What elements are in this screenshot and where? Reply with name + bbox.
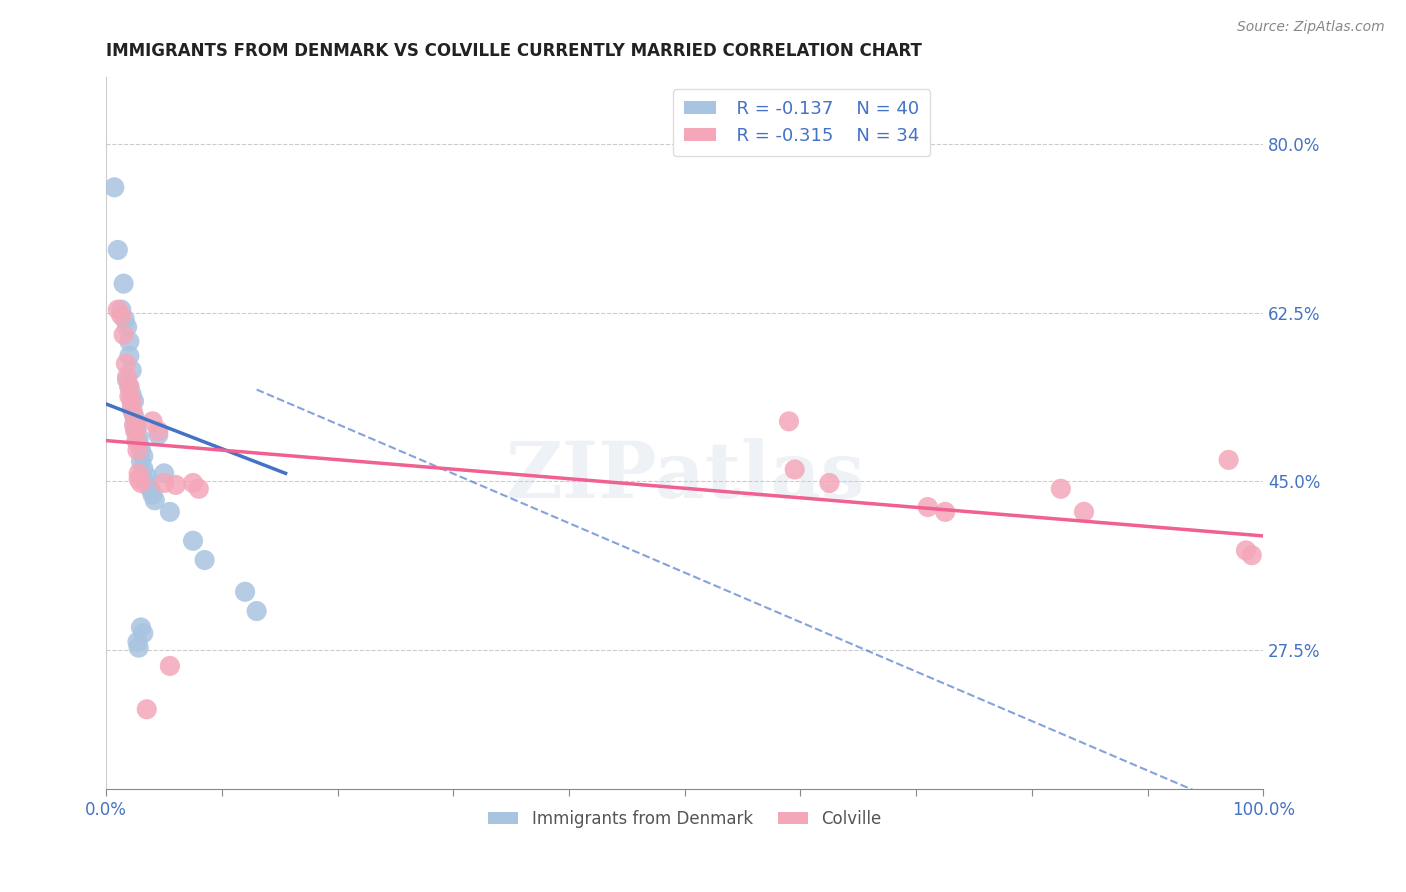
Point: [148, 427, 170, 442]
Point: [132, 449, 155, 463]
Point: [125, 418, 148, 433]
Text: Source: ZipAtlas.com: Source: ZipAtlas.com: [1237, 20, 1385, 34]
Point: [141, 487, 163, 501]
Point: [139, 482, 162, 496]
Point: [246, 604, 269, 618]
Point: [118, 380, 141, 394]
Point: [128, 467, 150, 481]
Point: [128, 435, 150, 450]
Point: [115, 357, 138, 371]
Point: [114, 312, 136, 326]
Point: [132, 626, 155, 640]
Text: IMMIGRANTS FROM DENMARK VS COLVILLE CURRENTLY MARRIED CORRELATION CHART: IMMIGRANTS FROM DENMARK VS COLVILLE CURR…: [107, 42, 922, 60]
Point: [112, 327, 135, 342]
Point: [143, 493, 166, 508]
Point: [159, 659, 181, 673]
Point: [148, 424, 170, 438]
Point: [194, 553, 217, 567]
Point: [934, 505, 956, 519]
Point: [124, 414, 146, 428]
Point: [129, 455, 152, 469]
Point: [121, 387, 143, 401]
Point: [153, 467, 176, 481]
Point: [107, 302, 129, 317]
Point: [778, 414, 800, 428]
Point: [181, 533, 204, 548]
Point: [127, 635, 149, 649]
Point: [115, 373, 138, 387]
Point: [132, 461, 155, 475]
Point: [153, 475, 176, 490]
Point: [1240, 548, 1263, 562]
Point: [818, 475, 841, 490]
Point: [181, 475, 204, 490]
Point: [1050, 482, 1073, 496]
Point: [127, 443, 149, 458]
Point: [783, 462, 806, 476]
Point: [103, 180, 125, 194]
Point: [118, 334, 141, 349]
Point: [110, 302, 132, 317]
Point: [121, 363, 143, 377]
Point: [1234, 543, 1257, 558]
Point: [125, 434, 148, 448]
Point: [124, 424, 146, 438]
Point: [129, 620, 152, 634]
Point: [165, 478, 187, 492]
Point: [1218, 453, 1240, 467]
Point: [233, 584, 256, 599]
Point: [141, 414, 163, 428]
Point: [135, 469, 157, 483]
Point: [129, 442, 152, 457]
Point: [128, 640, 150, 655]
Point: [125, 424, 148, 438]
Point: [121, 401, 143, 416]
Point: [110, 309, 132, 323]
Point: [118, 349, 141, 363]
Point: [129, 475, 152, 490]
Point: [118, 389, 141, 403]
Point: [135, 475, 157, 490]
Point: [128, 430, 150, 444]
Point: [115, 370, 138, 384]
Point: [122, 418, 145, 433]
Point: [122, 409, 145, 423]
Point: [135, 702, 157, 716]
Point: [187, 482, 209, 496]
Point: [1073, 505, 1095, 519]
Point: [118, 380, 141, 394]
Point: [107, 243, 129, 257]
Point: [122, 394, 145, 409]
Point: [121, 405, 143, 419]
Legend: Immigrants from Denmark, Colville: Immigrants from Denmark, Colville: [482, 803, 889, 834]
Point: [112, 277, 135, 291]
Point: [917, 500, 939, 514]
Point: [128, 472, 150, 486]
Point: [115, 320, 138, 334]
Text: ZIPatlas: ZIPatlas: [505, 438, 865, 514]
Point: [121, 395, 143, 409]
Point: [159, 505, 181, 519]
